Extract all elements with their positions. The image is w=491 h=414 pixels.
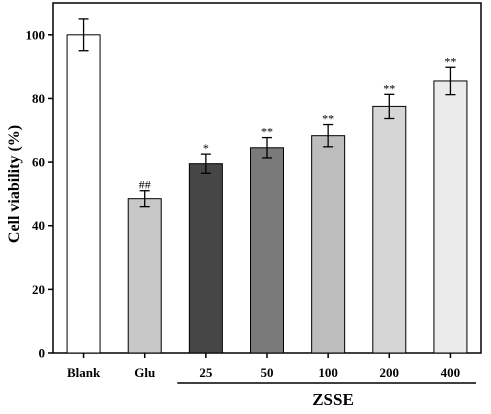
y-tick-label-80: 80 bbox=[32, 91, 45, 106]
y-tick-label-0: 0 bbox=[39, 346, 46, 361]
y-tick-label-40: 40 bbox=[32, 218, 45, 233]
bar-Glu bbox=[127, 198, 162, 354]
chart-labels: 0 20 40 60 80 100 Blank ## Glu * 25 ** 50 ** 100 ** 200 *… bbox=[26, 27, 461, 380]
y-tick-label-100: 100 bbox=[26, 27, 46, 42]
x-tick-label-50: 50 bbox=[261, 365, 274, 380]
y-axis-label: Cell viability (%) bbox=[6, 125, 23, 243]
significance-label-200: ** bbox=[383, 81, 395, 95]
bar-400 bbox=[433, 80, 468, 354]
x-tick-label-100: 100 bbox=[318, 365, 338, 380]
significance-label-400: ** bbox=[444, 54, 456, 68]
bar-Blank bbox=[66, 34, 101, 354]
significance-label-25: * bbox=[203, 141, 209, 155]
x-tick-label-400: 400 bbox=[441, 365, 461, 380]
bar-100 bbox=[311, 135, 346, 354]
x-tick-label-25: 25 bbox=[199, 365, 213, 380]
significance-label-50: ** bbox=[261, 125, 273, 139]
y-tick-label-20: 20 bbox=[32, 282, 45, 297]
x-tick-label-Glu: Glu bbox=[134, 365, 155, 380]
chart-error-bars bbox=[78, 18, 456, 208]
bar-200 bbox=[372, 105, 407, 354]
x-tick-label-200: 200 bbox=[380, 365, 400, 380]
group-label: ZSSE bbox=[312, 390, 354, 409]
bar-50 bbox=[250, 147, 284, 354]
significance-label-100: ** bbox=[322, 112, 334, 126]
y-tick-label-60: 60 bbox=[32, 155, 45, 170]
significance-label-Glu: ## bbox=[139, 178, 151, 192]
chart-bars bbox=[66, 34, 468, 354]
x-tick-label-Blank: Blank bbox=[67, 365, 101, 380]
bar-25 bbox=[188, 163, 223, 354]
